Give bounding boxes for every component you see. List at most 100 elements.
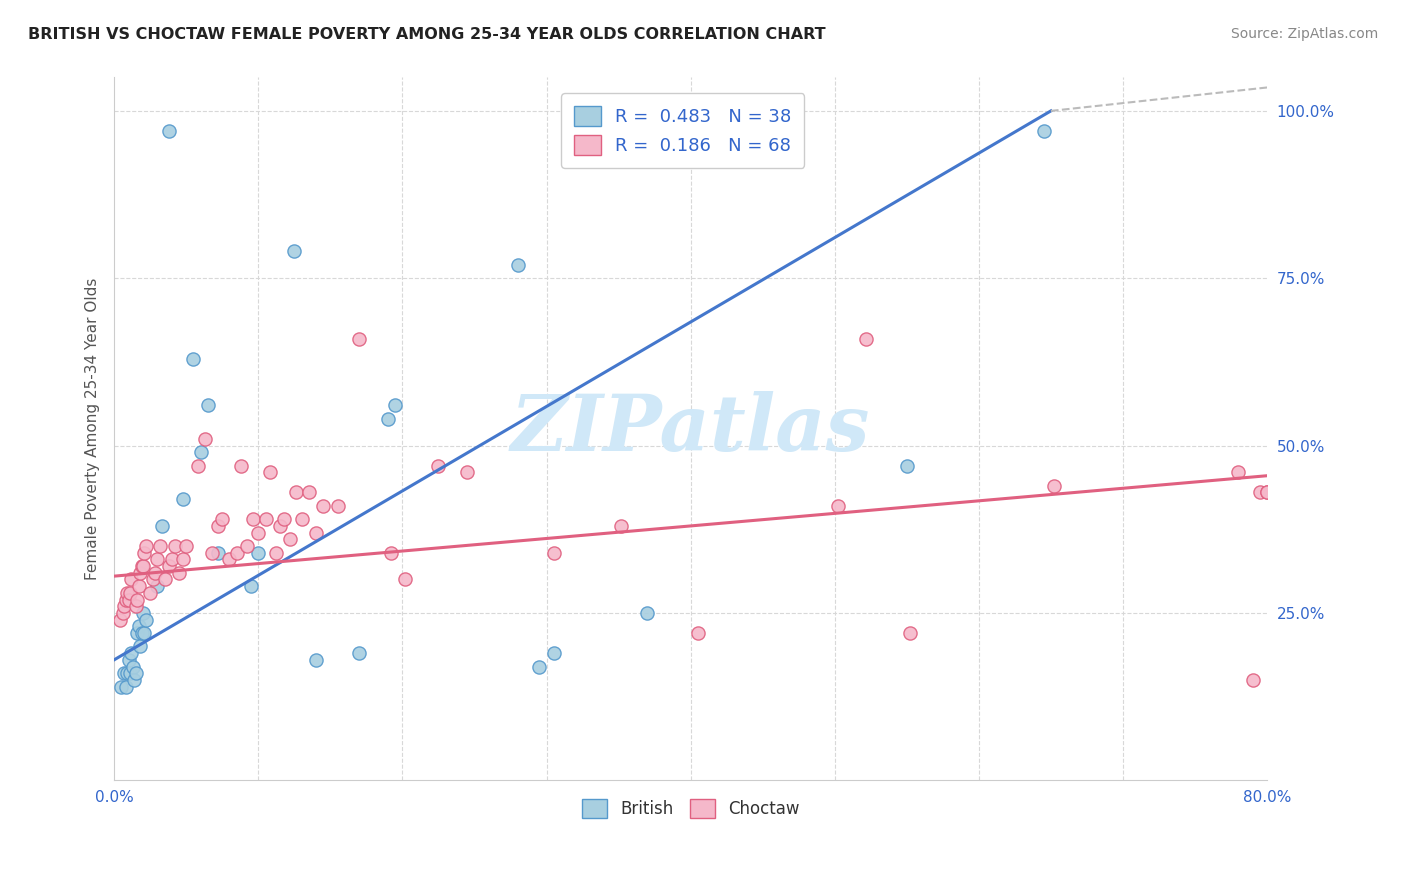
Point: [254, 512, 277, 526]
Point: [194, 432, 217, 446]
Point: [134, 546, 156, 560]
Point: [377, 412, 399, 426]
Point: [273, 512, 295, 526]
Point: [269, 519, 291, 533]
Point: [160, 552, 183, 566]
Point: [384, 399, 406, 413]
Point: [172, 492, 194, 507]
Point: [172, 552, 194, 566]
Legend: British, Choctaw: British, Choctaw: [575, 793, 806, 825]
Point: [111, 606, 134, 620]
Point: [121, 573, 143, 587]
Point: [290, 512, 312, 526]
Point: [157, 124, 180, 138]
Point: [134, 626, 156, 640]
Point: [898, 626, 921, 640]
Point: [118, 586, 141, 600]
Point: [240, 579, 263, 593]
Text: ZIPatlas: ZIPatlas: [510, 391, 870, 467]
Point: [427, 458, 450, 473]
Point: [1256, 485, 1278, 500]
Point: [236, 539, 259, 553]
Point: [380, 546, 402, 560]
Point: [125, 666, 148, 681]
Point: [132, 559, 155, 574]
Point: [229, 458, 252, 473]
Point: [153, 573, 176, 587]
Point: [128, 579, 150, 593]
Point: [108, 613, 131, 627]
Point: [247, 546, 270, 560]
Point: [139, 586, 162, 600]
Point: [110, 680, 132, 694]
Point: [1241, 673, 1264, 687]
Point: [529, 659, 551, 673]
Point: [543, 646, 565, 660]
Point: [305, 653, 328, 667]
Point: [121, 646, 143, 660]
Point: [347, 331, 370, 345]
Point: [827, 499, 849, 513]
Point: [127, 592, 149, 607]
Point: [1042, 479, 1064, 493]
Point: [149, 539, 172, 553]
Point: [157, 559, 180, 574]
Point: [242, 512, 264, 526]
Point: [129, 640, 152, 654]
Point: [118, 666, 141, 681]
Y-axis label: Female Poverty Among 25-34 Year Olds: Female Poverty Among 25-34 Year Olds: [86, 277, 100, 580]
Point: [247, 525, 270, 540]
Point: [259, 466, 281, 480]
Point: [124, 673, 146, 687]
Point: [114, 592, 136, 607]
Point: [114, 680, 136, 694]
Point: [143, 566, 166, 580]
Point: [117, 592, 139, 607]
Point: [211, 512, 233, 526]
Point: [298, 485, 321, 500]
Point: [174, 539, 197, 553]
Point: [150, 519, 173, 533]
Point: [543, 546, 565, 560]
Point: [284, 485, 307, 500]
Point: [207, 519, 229, 533]
Point: [278, 533, 301, 547]
Point: [312, 499, 335, 513]
Point: [128, 619, 150, 633]
Point: [122, 659, 145, 673]
Point: [636, 606, 658, 620]
Point: [127, 626, 149, 640]
Point: [132, 606, 155, 620]
Point: [125, 599, 148, 614]
Point: [187, 458, 209, 473]
Point: [146, 552, 169, 566]
Point: [112, 599, 135, 614]
Point: [347, 646, 370, 660]
Point: [167, 566, 190, 580]
Point: [131, 626, 153, 640]
Point: [326, 499, 349, 513]
Point: [1256, 485, 1278, 500]
Point: [1227, 466, 1250, 480]
Point: [207, 546, 229, 560]
Point: [218, 552, 240, 566]
Point: [135, 613, 157, 627]
Point: [135, 539, 157, 553]
Point: [117, 653, 139, 667]
Text: Source: ZipAtlas.com: Source: ZipAtlas.com: [1230, 27, 1378, 41]
Point: [896, 458, 918, 473]
Point: [115, 586, 138, 600]
Point: [506, 258, 529, 272]
Point: [197, 399, 219, 413]
Point: [283, 244, 305, 259]
Point: [264, 546, 287, 560]
Point: [686, 626, 709, 640]
Point: [142, 573, 165, 587]
Point: [610, 519, 633, 533]
Point: [112, 666, 135, 681]
Point: [146, 579, 169, 593]
Text: BRITISH VS CHOCTAW FEMALE POVERTY AMONG 25-34 YEAR OLDS CORRELATION CHART: BRITISH VS CHOCTAW FEMALE POVERTY AMONG …: [28, 27, 825, 42]
Point: [115, 666, 138, 681]
Point: [1032, 124, 1054, 138]
Point: [201, 546, 224, 560]
